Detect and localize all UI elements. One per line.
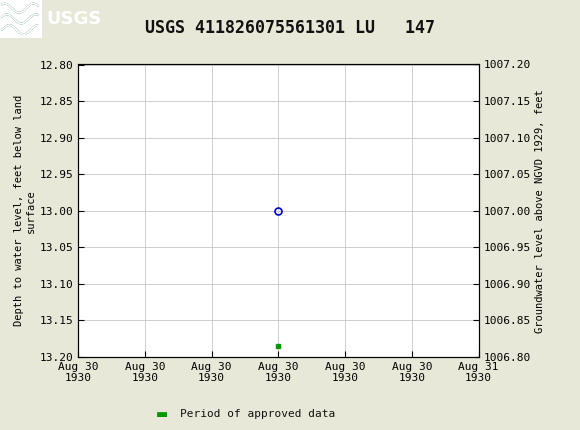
Bar (0, 0, 42, 38)
Y-axis label: Groundwater level above NGVD 1929, feet: Groundwater level above NGVD 1929, feet (535, 89, 545, 332)
Text: Period of approved data: Period of approved data (180, 408, 335, 419)
Text: USGS 411826075561301 LU   147: USGS 411826075561301 LU 147 (145, 19, 435, 37)
Text: ▬: ▬ (157, 405, 166, 423)
Y-axis label: Depth to water level, feet below land
surface: Depth to water level, feet below land su… (14, 95, 35, 326)
Text: USGS: USGS (46, 10, 102, 28)
